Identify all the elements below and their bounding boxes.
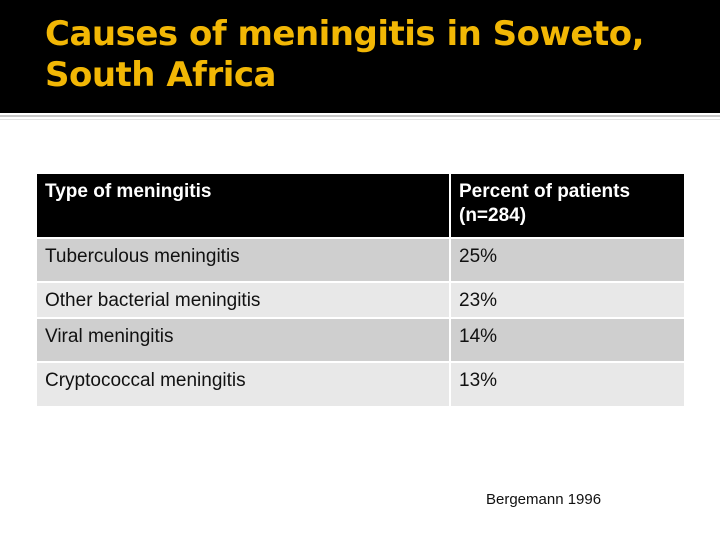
table-row: Tuberculous meningitis 25% bbox=[37, 238, 684, 282]
cell-percent: 14% bbox=[450, 318, 684, 362]
table-row: Other bacterial meningitis 23% bbox=[37, 282, 684, 318]
title-band: Causes of meningitis in Soweto, South Af… bbox=[0, 0, 720, 113]
meningitis-table: Type of meningitis Percent of patients (… bbox=[37, 174, 684, 406]
header-type: Type of meningitis bbox=[37, 174, 451, 238]
cell-percent: 13% bbox=[450, 362, 684, 406]
table-row: Viral meningitis 14% bbox=[37, 318, 684, 362]
cell-percent: 23% bbox=[450, 282, 684, 318]
citation: Bergemann 1996 bbox=[486, 491, 602, 508]
divider-line-thin bbox=[0, 119, 720, 120]
table-row: Cryptococcal meningitis 13% bbox=[37, 362, 684, 406]
header-percent: Percent of patients (n=284) bbox=[450, 174, 684, 238]
table-header-row: Type of meningitis Percent of patients (… bbox=[37, 174, 684, 238]
cell-type: Cryptococcal meningitis bbox=[37, 362, 451, 406]
cell-type: Other bacterial meningitis bbox=[37, 282, 451, 318]
divider-line bbox=[0, 115, 720, 117]
cell-percent: 25% bbox=[450, 238, 684, 282]
cell-type: Tuberculous meningitis bbox=[37, 238, 451, 282]
cell-type: Viral meningitis bbox=[37, 318, 451, 362]
slide-title: Causes of meningitis in Soweto, South Af… bbox=[45, 14, 645, 95]
